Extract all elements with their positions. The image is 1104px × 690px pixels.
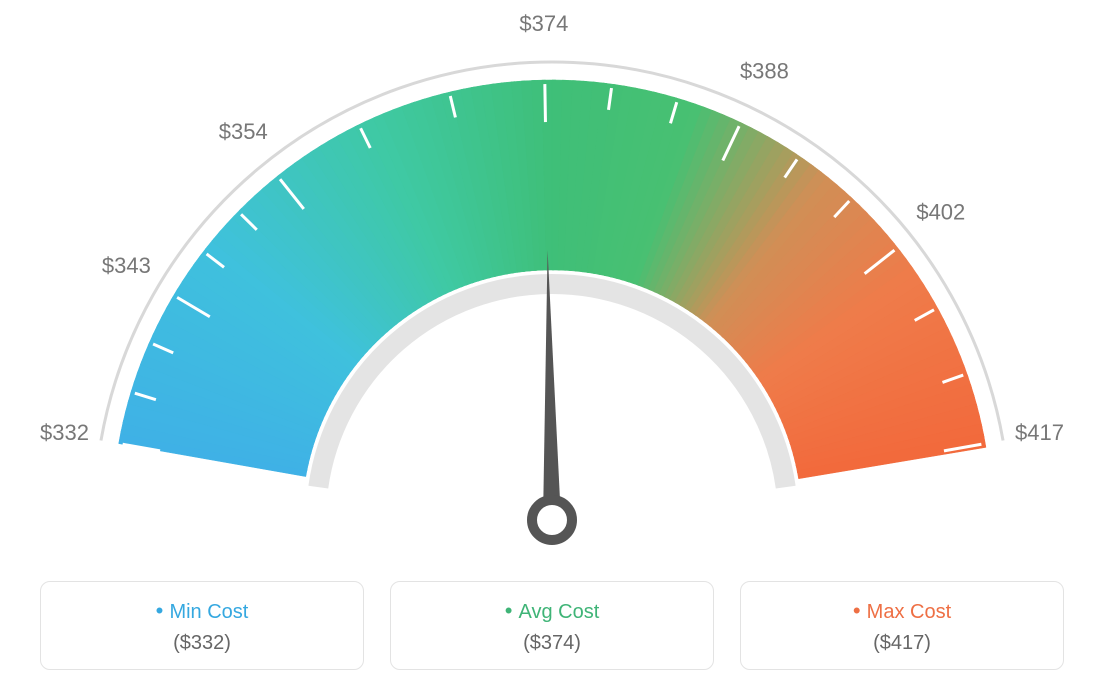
- legend-value-max: ($417): [751, 632, 1053, 655]
- legend-label-avg: Avg Cost: [401, 598, 703, 624]
- needle-hub: [532, 500, 572, 540]
- legend-label-max: Max Cost: [751, 598, 1053, 624]
- legend-row: Min Cost ($332) Avg Cost ($374) Max Cost…: [0, 581, 1104, 670]
- tick-label: $343: [102, 253, 151, 278]
- legend-card-max: Max Cost ($417): [740, 581, 1064, 670]
- tick-label: $417: [1015, 420, 1064, 445]
- tick-label: $332: [40, 420, 89, 445]
- legend-value-min: ($332): [51, 632, 353, 655]
- legend-label-min: Min Cost: [51, 598, 353, 624]
- legend-card-avg: Avg Cost ($374): [390, 581, 714, 670]
- legend-card-min: Min Cost ($332): [40, 581, 364, 670]
- tick-label: $374: [519, 11, 568, 36]
- gauge-area: $332 $343 $354 $374 $388 $402 $417: [0, 0, 1104, 560]
- tick-label: $354: [219, 119, 268, 144]
- tick-label: $388: [740, 59, 789, 84]
- tick-label: $402: [916, 199, 965, 224]
- legend-value-avg: ($374): [401, 632, 703, 655]
- gauge-svg: $332 $343 $354 $374 $388 $402 $417: [0, 0, 1104, 560]
- cost-gauge-widget: $332 $343 $354 $374 $388 $402 $417 Min Cost ($…: [0, 0, 1104, 690]
